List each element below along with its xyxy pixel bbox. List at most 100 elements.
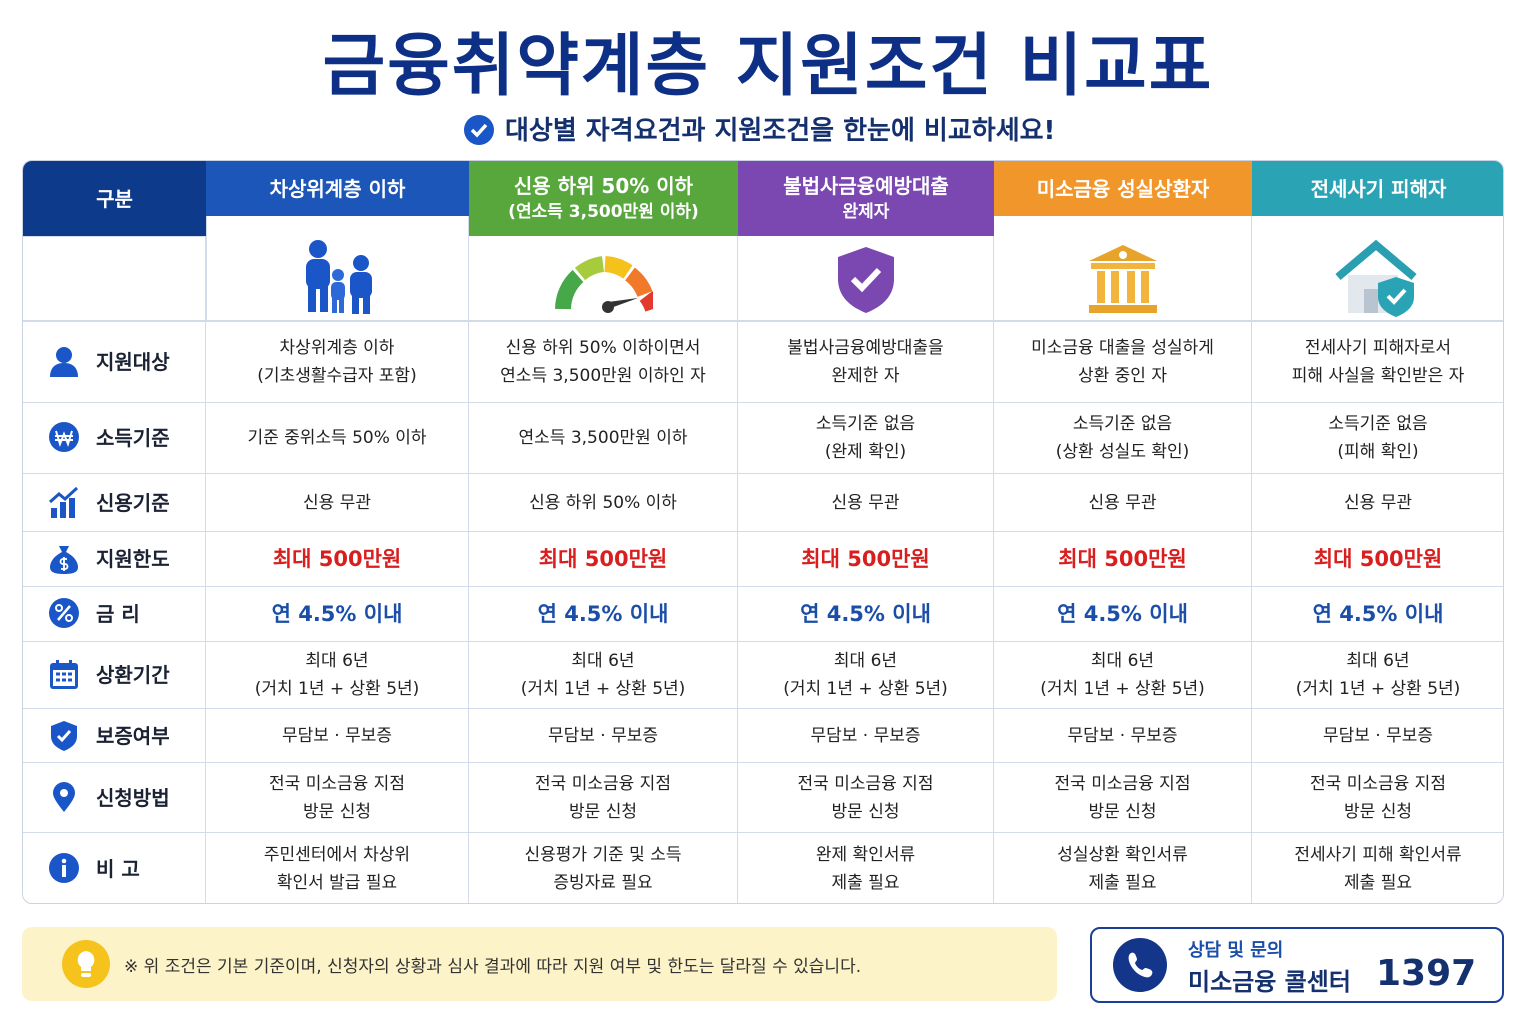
table-cell: 전세사기 피해자로서 피해 사실을 확인받은 자 [1252, 321, 1503, 403]
cell-line: 전국 미소금융 지점 [1310, 773, 1446, 794]
cell-line: 무담보 · 무보증 [547, 725, 659, 746]
cell-line: 연소득 3,500만원 이하 [518, 428, 688, 448]
cell-line: (완제 확인) [824, 442, 907, 462]
cell-line: 소득기준 없음 [1328, 414, 1428, 434]
cell-line: (거치 1년 + 상환 5년) [1040, 679, 1205, 699]
column-header: 미소금융 성실상환자 [994, 161, 1252, 216]
table-cell: 연 4.5% 이내 [994, 587, 1252, 642]
column-header-line: 차상위계층 이하 [269, 176, 406, 201]
row-label: 지원대상 [96, 350, 170, 374]
cell-line: 주민센터에서 차상위 [263, 844, 411, 865]
cell-line: 최대 6년 [305, 651, 369, 671]
cell-line: 방문 신청 [1344, 801, 1412, 822]
row-label-cell: 신용기준 [23, 474, 206, 532]
cell-line: 전국 미소금융 지점 [1054, 773, 1191, 794]
cell-line: 최대 500만원 [1058, 547, 1187, 571]
cell-line: 신용 하위 50% 이하이면서 [505, 338, 701, 358]
check-icon [464, 115, 494, 145]
cell-line: 제출 필요 [1344, 872, 1412, 893]
cell-line: 연 4.5% 이내 [1057, 602, 1188, 626]
contact-name: 미소금융 콜센터 [1188, 968, 1351, 996]
column-header-line: (연소득 3,500만원 이하) [508, 201, 699, 222]
row-icon [49, 422, 79, 452]
cell-line: 전국 미소금융 지점 [797, 773, 934, 794]
row-label: 지원한도 [96, 547, 170, 571]
column-icon [1335, 239, 1417, 317]
icon-cell [994, 216, 1252, 321]
column-icon [837, 247, 894, 313]
table-cell: 차상위계층 이하 (기초생활수급자 포함) [206, 321, 469, 403]
table-cell: 최대 6년 (거치 1년 + 상환 5년) [1252, 642, 1503, 709]
table-cell: 최대 6년 (거치 1년 + 상환 5년) [469, 642, 738, 709]
column-header-line: 완제자 [842, 201, 890, 222]
table-cell: 연 4.5% 이내 [469, 587, 738, 642]
cell-line: 최대 6년 [833, 651, 898, 671]
icon-cell [206, 216, 469, 321]
row-label: 보증여부 [96, 723, 170, 748]
cell-line: 제출 필요 [831, 872, 900, 893]
column-header-line: 불법사금융예방대출 [783, 173, 949, 198]
icon-cell [738, 236, 994, 321]
column-header-line: 전세사기 피해자 [1310, 176, 1447, 201]
row-label-cell: 소득기준 [23, 403, 206, 474]
row-label-cell: 비 고 [23, 833, 206, 903]
column-header-line: 미소금융 성실상환자 [1036, 176, 1210, 201]
table-cell: 최대 500만원 [206, 532, 469, 587]
cell-line: 완제한 자 [831, 366, 900, 386]
table-cell: 무담보 · 무보증 [994, 709, 1252, 763]
cell-line: 성실상환 확인서류 [1057, 844, 1188, 865]
cell-line: 무담보 · 무보증 [1322, 725, 1434, 746]
cell-line: (상환 성실도 확인) [1055, 442, 1190, 462]
cell-line: 전세사기 피해 확인서류 [1294, 844, 1462, 865]
cell-line: 연 4.5% 이내 [271, 602, 403, 626]
cell-line: 신용 무관 [1088, 492, 1157, 513]
column-header: 차상위계층 이하 [206, 161, 469, 216]
row-label-cell: 지원한도 [23, 532, 206, 587]
table-cell: 연 4.5% 이내 [738, 587, 994, 642]
cell-line: 신용평가 기준 및 소득 [524, 844, 682, 865]
cell-line: 무담보 · 무보증 [281, 725, 393, 746]
table-cell: 신용 무관 [994, 474, 1252, 532]
table-cell: 기준 중위소득 50% 이하 [206, 403, 469, 474]
cell-line: 확인서 발급 필요 [276, 872, 398, 893]
row-label-cell: 상환기간 [23, 642, 206, 709]
row-icon [53, 781, 75, 812]
table-cell: 신용 무관 [1252, 474, 1503, 532]
cell-line: 불법사금융예방대출을 [787, 338, 944, 358]
row-label: 비 고 [96, 856, 140, 881]
cell-line: 최대 500만원 [801, 547, 930, 571]
cell-line: 최대 500만원 [538, 547, 668, 571]
cell-line: 최대 6년 [1346, 651, 1410, 671]
table-cell: 무담보 · 무보증 [206, 709, 469, 763]
table-cell: 최대 6년 (거치 1년 + 상환 5년) [206, 642, 469, 709]
row-label: 상환기간 [96, 663, 170, 687]
row-icon [49, 486, 79, 518]
table-cell: 무담보 · 무보증 [469, 709, 738, 763]
row-label: 신청방법 [96, 785, 170, 810]
table-cell: 최대 500만원 [1252, 532, 1503, 587]
table-cell: 무담보 · 무보증 [738, 709, 994, 763]
table-cell: 최대 500만원 [469, 532, 738, 587]
cell-line: 최대 500만원 [272, 547, 402, 571]
corner-cell: 구분 [23, 161, 206, 236]
cell-line: 무담보 · 무보증 [1067, 725, 1178, 746]
table-cell: 신용 무관 [738, 474, 994, 532]
cell-line: 전세사기 피해자로서 [1304, 338, 1452, 358]
cell-line: 최대 6년 [1090, 651, 1155, 671]
phone-icon [1113, 938, 1167, 992]
table-cell: 전국 미소금융 지점 방문 신청 [994, 763, 1252, 833]
cell-line: 방문 신청 [831, 801, 900, 822]
row-icon [50, 546, 78, 574]
table-cell: 신용 무관 [206, 474, 469, 532]
cell-line: 신용 하위 50% 이하 [529, 492, 677, 513]
table-cell: 성실상환 확인서류 제출 필요 [994, 833, 1252, 903]
table-cell: 연소득 3,500만원 이하 [469, 403, 738, 474]
row-label-cell: 지원대상 [23, 321, 206, 403]
